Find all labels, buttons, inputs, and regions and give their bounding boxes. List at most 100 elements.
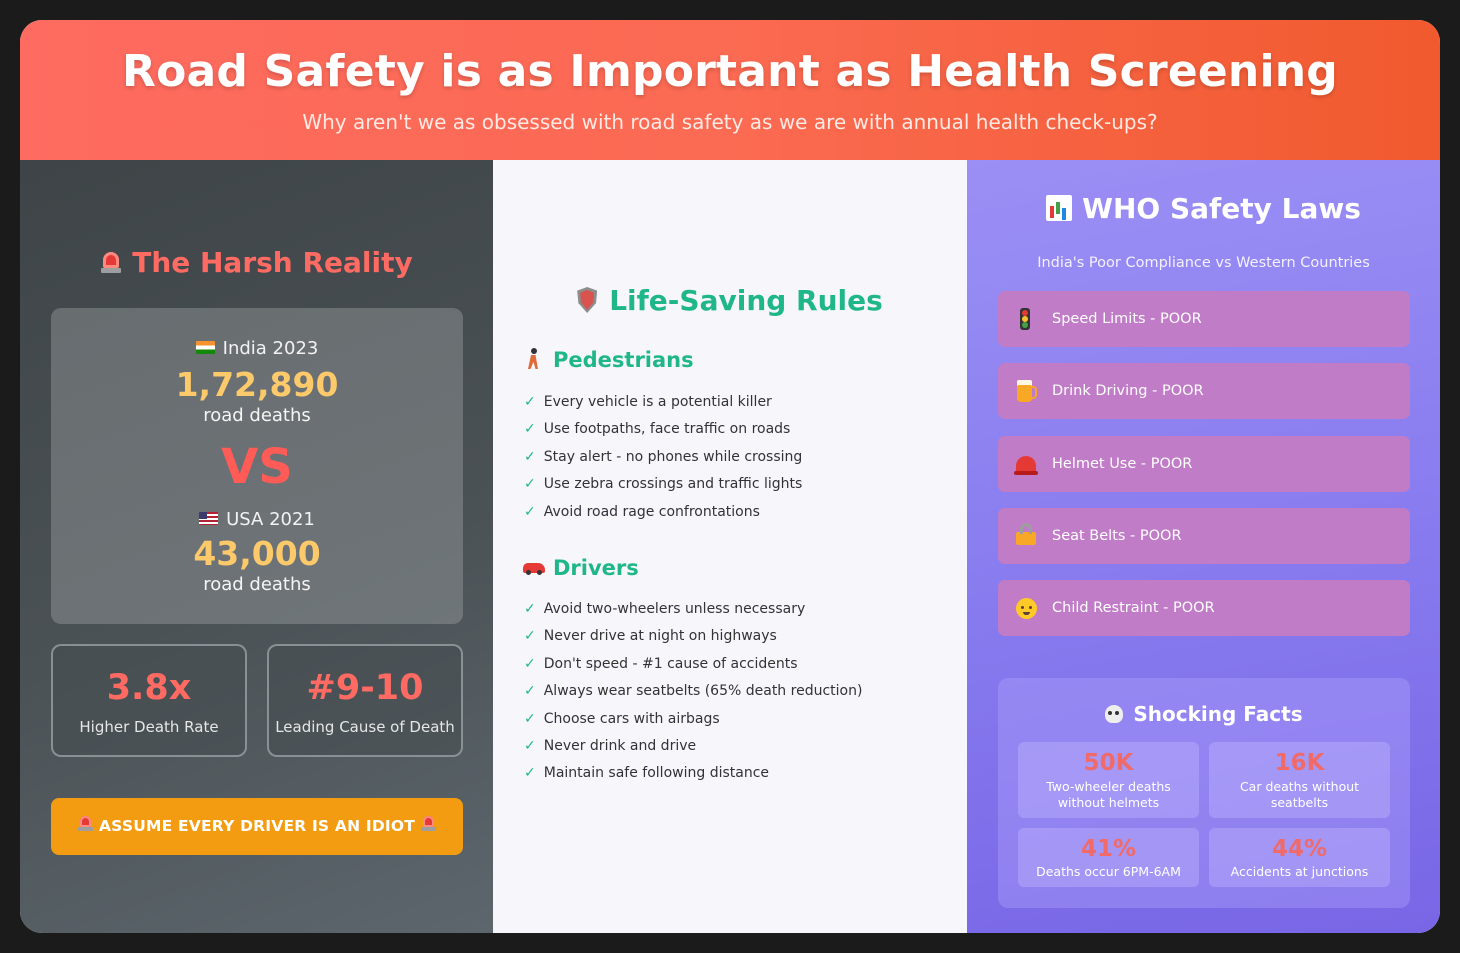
india-deaths-unit: road deaths <box>203 405 311 426</box>
siren-icon <box>100 250 122 274</box>
who-subtitle: India's Poor Compliance vs Western Count… <box>1037 255 1370 271</box>
check-icon: ✓ <box>524 448 536 465</box>
law-label: Drink Driving - POOR <box>1052 383 1204 399</box>
list-item: ✓ Use footpaths, face traffic on roads <box>524 421 802 448</box>
pedestrian-rules-list: ✓ Every vehicle is a potential killer ✓ Us… <box>524 394 802 531</box>
india-deaths-value: 1,72,890 <box>175 365 339 404</box>
law-label: Child Restraint - POOR <box>1052 600 1215 616</box>
india-label-text: India 2023 <box>222 338 319 359</box>
list-item: ✓ Maintain safe following distance <box>524 765 862 792</box>
law-seat-belts: Seat Belts - POOR <box>998 508 1410 564</box>
fact-junction-accidents: 44% Accidents at junctions <box>1209 828 1390 887</box>
check-icon: ✓ <box>524 655 536 672</box>
stat-value: #9-10 <box>306 668 424 708</box>
fact-label: Deaths occur 6PM-6AM <box>1036 864 1181 879</box>
check-icon: ✓ <box>524 737 536 754</box>
who-title: WHO Safety Laws <box>1082 192 1361 225</box>
lock-icon <box>1016 523 1036 545</box>
list-item: ✓ Always wear seatbelts (65% death reduct… <box>524 683 862 710</box>
usa-deaths-value: 43,000 <box>193 534 321 573</box>
fact-car-seatbelts: 16K Car deaths without seatbelts <box>1209 742 1390 818</box>
check-icon: ✓ <box>524 503 536 520</box>
death-comparison-box: India 2023 1,72,890 road deaths VS USA 2… <box>51 308 463 624</box>
rule-text: Use footpaths, face traffic on roads <box>543 421 791 438</box>
rule-text: Choose cars with airbags <box>543 710 720 727</box>
law-speed-limits: Speed Limits - POOR <box>998 291 1410 347</box>
fact-two-wheeler: 50K Two-wheeler deaths without helmets <box>1018 742 1199 818</box>
usa-label: USA 2021 <box>51 509 463 530</box>
fact-value: 44% <box>1271 836 1328 862</box>
check-icon: ✓ <box>524 765 536 782</box>
india-label: India 2023 <box>51 338 463 359</box>
harsh-reality-heading: The Harsh Reality <box>20 246 493 279</box>
stat-label: Higher Death Rate <box>79 718 219 736</box>
fact-value: 16K <box>1274 750 1325 776</box>
header-banner: Road Safety is as Important as Health Sc… <box>20 20 1440 160</box>
law-label: Helmet Use - POOR <box>1052 456 1193 472</box>
rules-title: Life-Saving Rules <box>609 284 883 317</box>
siren-icon <box>421 815 437 832</box>
rule-text: Maintain safe following distance <box>543 765 770 782</box>
helmet-icon <box>1014 456 1038 475</box>
fact-label: Car deaths without seatbelts <box>1239 779 1360 810</box>
fact-label: Two-wheeler deaths without helmets <box>1046 779 1171 810</box>
check-icon: ✓ <box>524 394 536 410</box>
list-item: ✓ Never drive at night on highways <box>524 628 862 655</box>
pedestrians-title: Pedestrians <box>553 348 694 372</box>
law-child-restraint: Child Restraint - POOR <box>998 580 1410 636</box>
law-helmet-use: Helmet Use - POOR <box>998 436 1410 492</box>
shocking-facts-box: Shocking Facts 50K Two-wheeler deaths wi… <box>998 678 1410 908</box>
check-icon: ✓ <box>524 710 536 727</box>
car-icon <box>523 556 545 578</box>
usa-label-text: USA 2021 <box>226 509 315 530</box>
law-label: Speed Limits - POOR <box>1052 311 1202 327</box>
list-item: ✓ Use zebra crossings and traffic lights <box>524 476 802 503</box>
list-item: ✓ Avoid two-wheelers unless necessary <box>524 601 862 628</box>
assume-idiot-warning-button[interactable]: ASSUME EVERY DRIVER IS AN IDIOT <box>51 798 463 855</box>
shield-icon <box>577 287 597 313</box>
rule-text: Every vehicle is a potential killer <box>543 394 772 410</box>
rule-text: Avoid road rage confrontations <box>543 503 760 520</box>
facts-heading: Shocking Facts <box>998 702 1410 726</box>
fact-value: 50K <box>1083 750 1134 776</box>
vs-label: VS <box>221 439 293 495</box>
skull-icon <box>1105 705 1124 723</box>
stat-value: 3.8x <box>106 668 192 708</box>
rule-text: Always wear seatbelts (65% death reducti… <box>543 683 863 700</box>
life-saving-rules-panel: Life-Saving Rules Pedestrians ✓ Every veh… <box>493 160 967 933</box>
list-item: ✓ Every vehicle is a potential killer <box>524 394 802 421</box>
list-item: ✓ Stay alert - no phones while crossing <box>524 449 802 476</box>
fact-night-deaths: 41% Deaths occur 6PM-6AM <box>1018 828 1199 887</box>
stat-label: Leading Cause of Death <box>275 718 455 736</box>
drivers-title: Drivers <box>553 556 639 580</box>
usa-flag-icon <box>199 512 219 525</box>
rule-text: Use zebra crossings and traffic lights <box>543 476 803 493</box>
traffic-light-icon <box>1020 308 1030 330</box>
page-title: Road Safety is as Important as Health Sc… <box>122 46 1338 97</box>
check-icon: ✓ <box>524 601 536 617</box>
who-heading: WHO Safety Laws <box>967 192 1440 225</box>
fact-value: 41% <box>1080 836 1137 862</box>
check-icon: ✓ <box>524 628 536 645</box>
driver-rules-list: ✓ Avoid two-wheelers unless necessary ✓ Ne… <box>524 601 862 793</box>
who-safety-laws-panel: WHO Safety Laws India's Poor Compliance … <box>967 160 1440 933</box>
check-icon: ✓ <box>524 476 536 493</box>
infographic-card: Road Safety is as Important as Health Sc… <box>20 20 1440 933</box>
check-icon: ✓ <box>524 683 536 700</box>
stat-leading-cause: #9-10 Leading Cause of Death <box>267 644 463 757</box>
list-item: ✓ Don't speed - #1 cause of accidents <box>524 656 862 683</box>
bar-chart-icon <box>1046 195 1073 221</box>
warning-label: ASSUME EVERY DRIVER IS AN IDIOT <box>98 817 416 835</box>
pedestrians-heading: Pedestrians <box>523 348 694 372</box>
harsh-reality-title: The Harsh Reality <box>132 246 413 279</box>
law-label: Seat Belts - POOR <box>1052 528 1182 544</box>
baby-icon <box>1016 598 1037 619</box>
drivers-heading: Drivers <box>523 556 639 580</box>
siren-icon <box>77 815 93 832</box>
rule-text: Stay alert - no phones while crossing <box>543 448 803 465</box>
rule-text: Avoid two-wheelers unless necessary <box>543 601 806 617</box>
list-item: ✓ Never drink and drive <box>524 738 862 765</box>
law-drink-driving: Drink Driving - POOR <box>998 363 1410 419</box>
rules-heading: Life-Saving Rules <box>493 284 967 317</box>
rule-text: Don't speed - #1 cause of accidents <box>543 655 798 672</box>
